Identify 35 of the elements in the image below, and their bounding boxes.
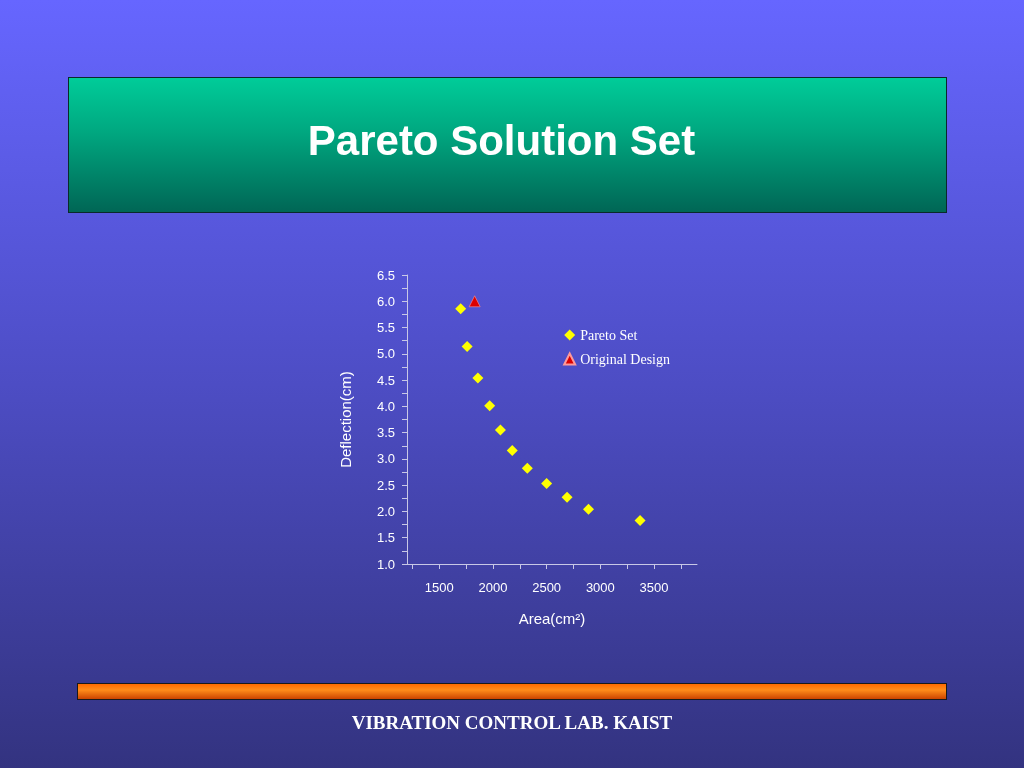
point [521, 462, 533, 474]
text: VIBRATION CONTROL LAB. KAIST [351, 712, 673, 734]
x-tick-label: 1500 [424, 580, 454, 595]
y-tick-label: 3.0 [376, 451, 395, 467]
x-tick-label: 3000 [585, 580, 615, 595]
point [468, 295, 481, 308]
point [472, 372, 484, 384]
point [506, 445, 518, 456]
point [461, 340, 473, 352]
y-tick-label: 6.0 [376, 293, 395, 309]
point [561, 491, 573, 503]
y-tick-label: 2.5 [376, 477, 395, 493]
point [634, 514, 646, 526]
y-tick-label: 5.0 [376, 346, 395, 362]
point [494, 424, 506, 436]
x-tick-label: 3500 [639, 580, 669, 595]
x-tick-label: 2500 [532, 580, 562, 595]
point [541, 478, 553, 490]
x-tick-label: 2000 [478, 580, 508, 595]
chart-title: Pareto Solution Set [307, 117, 696, 165]
point [455, 303, 467, 315]
y-tick-label: 4.0 [376, 398, 395, 414]
point [583, 503, 595, 515]
y-tick-label: 2.0 [376, 503, 395, 519]
y-tick-label: 1.5 [376, 530, 395, 546]
y-tick-label: 4.5 [376, 372, 395, 388]
x-axis-title: Area(cm²) [518, 610, 586, 627]
y-axis-title: Deflection(cm) [337, 371, 354, 468]
legend-label: Original Design [580, 351, 671, 367]
legend-label: Pareto Set [580, 327, 638, 343]
y-tick-label: 3.5 [376, 425, 395, 441]
y-tick-label: 5.5 [376, 320, 395, 336]
y-tick-label: 6.5 [376, 267, 395, 283]
y-tick-label: 1.0 [376, 556, 395, 572]
point [484, 400, 496, 412]
